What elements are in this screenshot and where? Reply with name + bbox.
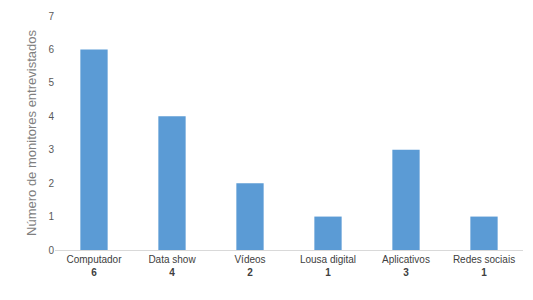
svg-text:Lousa digital1: Lousa digital1 (300, 254, 356, 278)
svg-text:1: 1 (48, 211, 54, 222)
svg-text:Aplicativos3: Aplicativos3 (382, 254, 430, 278)
svg-text:5: 5 (48, 77, 54, 88)
svg-text:Computador6: Computador6 (66, 254, 122, 278)
svg-text:4: 4 (48, 111, 54, 122)
svg-text:7: 7 (48, 11, 54, 22)
svg-text:Data show4: Data show4 (148, 254, 196, 278)
svg-text:3: 3 (48, 144, 54, 155)
svg-text:0: 0 (48, 245, 54, 256)
svg-text:6: 6 (48, 44, 54, 55)
svg-text:Número de monitores entrevista: Número de monitores entrevistados (24, 30, 39, 236)
svg-text:Redes sociais1: Redes sociais1 (453, 254, 515, 278)
svg-text:Vídeos2: Vídeos2 (234, 254, 265, 278)
svg-text:2: 2 (48, 178, 54, 189)
